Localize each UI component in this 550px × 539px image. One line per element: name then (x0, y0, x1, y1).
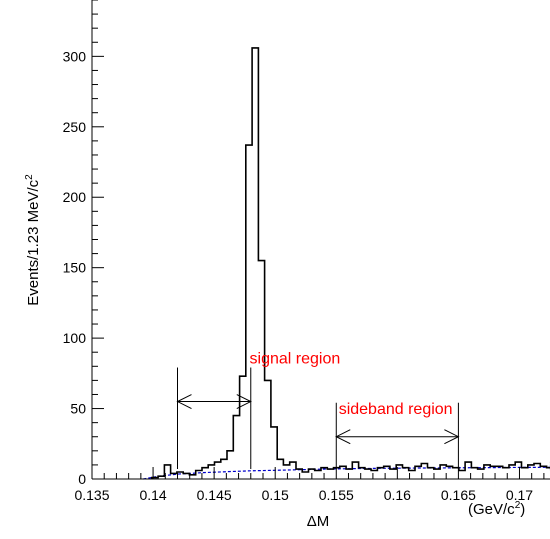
y-axis: 0 50 100 150 200 250 300 (63, 0, 104, 487)
region-label: signal region (250, 350, 341, 367)
arrow-head-left (176, 394, 192, 409)
histogram-layer (151, 47, 550, 479)
arrow-head-right (444, 429, 460, 445)
y-tick-label: 0 (78, 471, 86, 487)
y-axis-title: Events/1.23 MeV/c2 (24, 174, 42, 306)
x-axis-unit: (GeV/c2) (468, 500, 525, 518)
y-axis-title-text: Events/1.23 MeV/c (25, 179, 42, 305)
y-tick-label: 250 (63, 119, 87, 135)
annotation-layer: signal region sideband region (176, 350, 460, 469)
x-axis-unit-close: ) (520, 501, 525, 518)
region-marker: signal region (176, 350, 341, 469)
x-axis: 0.135 0.14 0.145 0.15 0.155 0.16 0.165 0.17 (74, 467, 550, 503)
y-tick-label: 150 (63, 260, 87, 276)
x-tick-label: 0.16 (384, 487, 411, 503)
histogram-series (151, 47, 550, 479)
x-tick-label: 0.165 (441, 487, 476, 503)
x-tick-label: 0.17 (506, 487, 533, 503)
y-tick-label: 200 (63, 189, 87, 205)
x-tick-label: 0.14 (139, 487, 166, 503)
x-axis-unit-sup: 2 (515, 500, 521, 511)
x-tick-label: 0.155 (319, 487, 354, 503)
region-marker: sideband region (335, 401, 460, 469)
plot-area: signal region sideband region (143, 47, 550, 480)
y-axis-title-sup: 2 (24, 174, 35, 180)
arrow-head-left (335, 429, 351, 445)
y-tick-label: 50 (70, 401, 86, 417)
x-tick-label: 0.145 (197, 487, 232, 503)
arrow-head-right (236, 394, 252, 409)
y-tick-label: 300 (63, 48, 87, 64)
x-axis-title: ΔM (307, 513, 330, 530)
y-tick-label: 100 (63, 330, 87, 346)
x-axis-unit-text: (GeV/c (468, 501, 515, 518)
x-tick-label: 0.15 (262, 487, 289, 503)
region-label: sideband region (339, 401, 453, 418)
x-tick-label: 0.135 (74, 487, 109, 503)
